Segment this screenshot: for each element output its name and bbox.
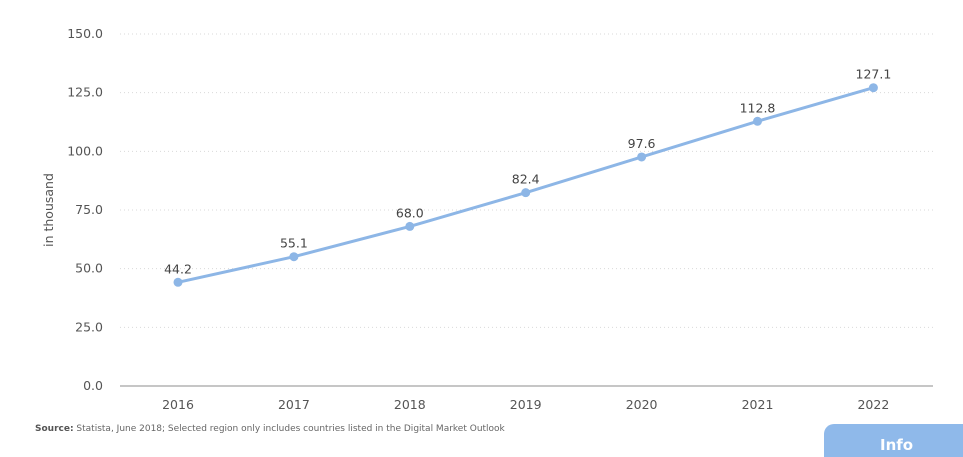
data-point	[637, 152, 647, 162]
y-tick-label: 25.0	[75, 319, 103, 334]
y-tick-label: 0.0	[83, 378, 103, 393]
source-text: Statista, June 2018; Selected region onl…	[73, 424, 505, 434]
data-point	[521, 188, 531, 198]
data-label: 82.4	[512, 172, 540, 187]
data-label: 68.0	[396, 205, 424, 220]
y-tick-label: 50.0	[75, 261, 103, 276]
x-axis-ticks: 2016 2017 2018 2019 2020 2021 2022	[162, 397, 889, 412]
data-label: 44.2	[164, 261, 192, 276]
data-label: 112.8	[740, 100, 776, 115]
x-tick-label: 2019	[510, 397, 542, 412]
y-tick-label: 75.0	[75, 202, 103, 217]
y-tick-label: 100.0	[67, 143, 103, 158]
x-tick-label: 2020	[626, 397, 658, 412]
x-tick-label: 2021	[742, 397, 774, 412]
y-tick-label: 125.0	[67, 85, 103, 100]
data-points	[173, 83, 878, 287]
y-axis-title: in thousand	[41, 173, 56, 247]
info-button[interactable]: Info	[824, 424, 963, 457]
x-tick-label: 2022	[857, 397, 889, 412]
data-point	[868, 83, 878, 93]
x-tick-label: 2018	[394, 397, 426, 412]
data-label: 127.1	[856, 67, 892, 82]
y-tick-label: 150.0	[67, 26, 103, 41]
y-axis-ticks: 0.0 25.0 50.0 75.0 100.0 125.0 150.0	[67, 26, 103, 393]
data-label: 97.6	[628, 136, 656, 151]
source-note: Source: Statista, June 2018; Selected re…	[35, 424, 505, 434]
data-label: 55.1	[280, 236, 308, 251]
data-point	[753, 116, 762, 126]
data-point	[173, 277, 183, 287]
source-label: Source:	[35, 424, 74, 434]
data-point	[405, 221, 415, 231]
data-point	[289, 252, 299, 262]
x-tick-label: 2016	[162, 397, 194, 412]
x-tick-label: 2017	[278, 397, 310, 412]
data-labels: 44.2 55.1 68.0 82.4 97.6 112.8 127.1	[164, 67, 891, 277]
